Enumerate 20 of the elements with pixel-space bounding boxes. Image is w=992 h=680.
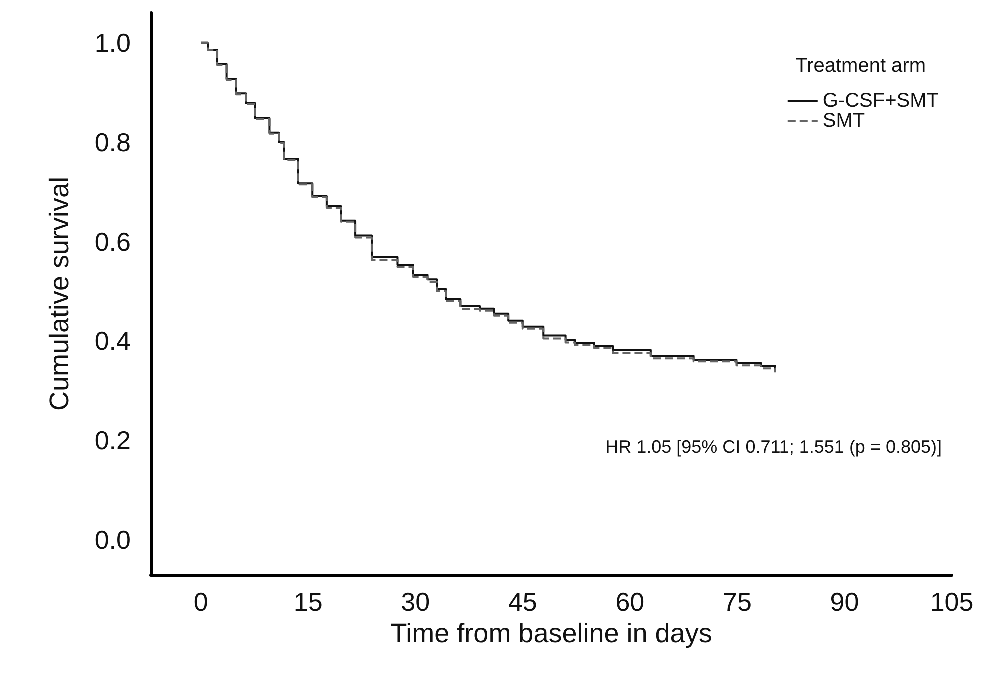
y-tick-label: 0.6: [94, 226, 131, 257]
x-tick-label: 15: [294, 587, 323, 617]
legend-title: Treatment arm: [796, 55, 926, 77]
x-axis-title: Time from baseline in days: [390, 618, 712, 648]
y-tick-label: 0.4: [94, 326, 131, 356]
x-tick-label: 45: [508, 587, 538, 617]
x-tick-label: 0: [194, 587, 208, 617]
x-tick-label: 60: [616, 587, 645, 617]
x-tick-label: 75: [722, 587, 752, 617]
legend-label: SMT: [822, 110, 866, 132]
y-tick-label: 0.0: [94, 525, 131, 556]
x-tick-label: 105: [930, 587, 974, 617]
y-tick-label: 0.8: [94, 127, 131, 158]
x-tick-label: 30: [401, 587, 430, 617]
x-tick-label: 90: [830, 587, 860, 617]
y-tick-label: 0.2: [94, 426, 131, 456]
y-tick-label: 1.0: [94, 28, 131, 58]
legend-label: G-CSF+SMT: [822, 90, 940, 112]
annotation: HR 1.05 [95% CI 0.711; 1.551 (p = 0.805)]: [606, 437, 942, 457]
y-axis-title: Cumulative survival: [44, 176, 74, 412]
